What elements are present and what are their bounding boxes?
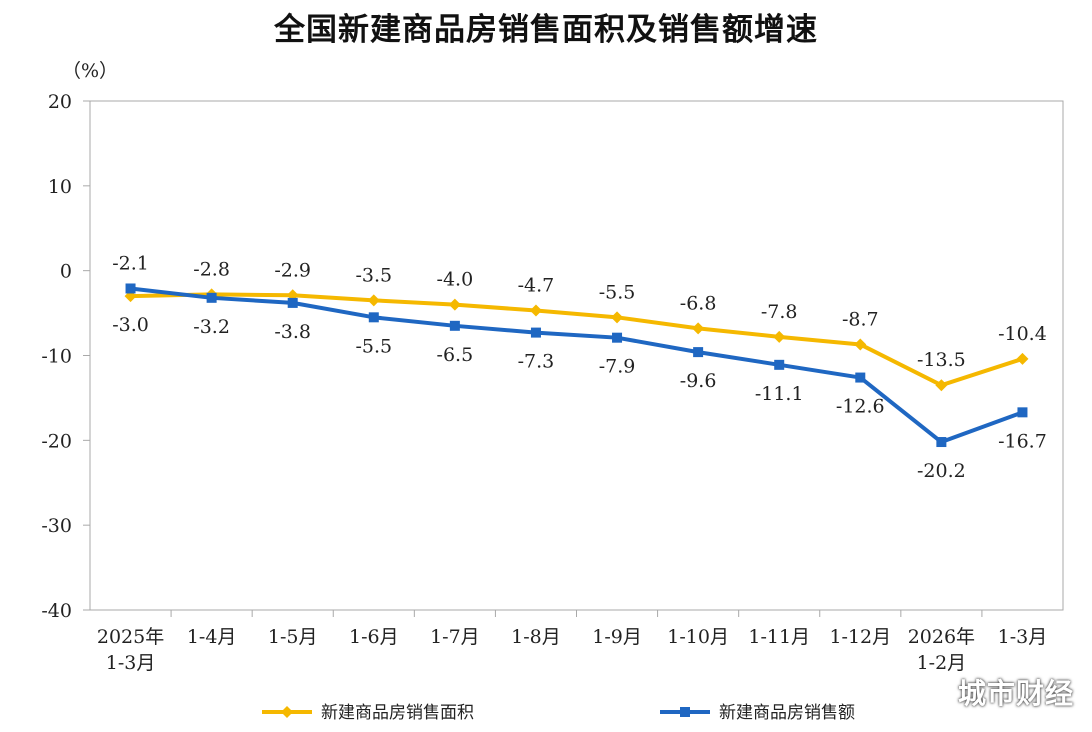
data-label: -11.1	[755, 383, 804, 405]
data-point	[612, 332, 623, 343]
data-label: -6.5	[437, 344, 474, 366]
data-label: -7.3	[518, 351, 555, 373]
data-point	[529, 304, 542, 317]
data-point	[773, 330, 786, 343]
data-label: -6.8	[680, 292, 717, 314]
watermark: 城市财经	[957, 677, 1074, 710]
data-label: -4.7	[518, 275, 555, 297]
x-tick-label: 2025年 1-3月	[97, 626, 164, 674]
x-tick-label: 1-6月	[349, 626, 399, 648]
data-label: -8.7	[842, 308, 879, 330]
series-sales-area	[124, 288, 1029, 392]
data-point	[611, 311, 624, 324]
legend-label: 新建商品房销售额	[719, 703, 855, 723]
data-label: -7.8	[761, 301, 798, 323]
y-tick-label: -30	[41, 515, 72, 537]
x-tick-label: 1-8月	[511, 626, 561, 648]
axes: （%） 20 10 0 -10 -20 -30 -40 2025年 1-3月 1-4月 1-5月 1-6…	[41, 60, 1064, 674]
x-tick-label: 1-7月	[430, 626, 480, 648]
x-tick-label: 1-12月	[829, 626, 891, 648]
data-point	[936, 437, 947, 448]
legend-item: 新建商品房销售面积	[262, 703, 474, 723]
data-label: -4.0	[437, 269, 474, 291]
x-tick-label: 2026年 1-2月	[908, 626, 975, 674]
x-tick-label: 1-10月	[667, 626, 729, 648]
y-tick-label: 20	[48, 91, 72, 113]
data-point	[125, 283, 136, 294]
data-label: -2.1	[112, 252, 149, 274]
legend-label: 新建商品房销售面积	[321, 703, 474, 723]
data-point	[693, 347, 704, 358]
data-label: -3.5	[355, 264, 392, 286]
data-point	[530, 327, 541, 338]
data-label: -3.2	[193, 316, 230, 338]
data-point	[774, 359, 785, 370]
y-tick-label: -20	[41, 430, 72, 452]
data-point	[449, 320, 460, 331]
data-label: -7.9	[599, 356, 636, 378]
series-sales-amount	[125, 283, 1028, 448]
legend-item: 新建商品房销售额	[660, 703, 855, 723]
legend-marker	[680, 707, 690, 717]
x-tick-label: 1-3月	[998, 626, 1048, 648]
data-label: -12.6	[836, 396, 885, 418]
chart-title: 全国新建商品房销售面积及销售额增速	[274, 12, 818, 48]
data-label: -2.8	[193, 258, 230, 280]
y-unit-label: （%）	[62, 60, 118, 82]
data-label: -20.2	[917, 460, 966, 482]
x-tick-label: 1-9月	[592, 626, 642, 648]
data-label: -16.7	[998, 430, 1047, 452]
data-label: -2.9	[274, 259, 311, 281]
x-tick-label: 1-5月	[268, 626, 318, 648]
data-label: -10.4	[998, 323, 1047, 345]
legend: 新建商品房销售面积 新建商品房销售额	[262, 703, 855, 723]
y-tick-label: 0	[60, 261, 72, 283]
y-tick-label: -10	[41, 346, 72, 368]
data-label: -3.8	[274, 321, 311, 343]
series-layer	[124, 283, 1029, 448]
legend-marker	[281, 706, 293, 718]
data-label: -5.5	[355, 335, 392, 357]
data-point	[287, 297, 298, 308]
data-point	[692, 322, 705, 335]
data-point	[1016, 352, 1029, 365]
x-tick-label: 1-11月	[748, 626, 810, 648]
data-labels: -3.0 -2.8 -2.9 -3.5 -4.0 -4.7 -5.5 -6.8 -7.8 -8.7…	[112, 252, 1047, 482]
data-point	[206, 292, 217, 303]
y-tick-label: 10	[48, 176, 72, 198]
data-point	[368, 312, 379, 323]
data-point	[854, 338, 867, 351]
data-point	[1017, 407, 1028, 418]
series-line	[130, 292, 1024, 388]
data-point	[935, 379, 948, 392]
data-label: -9.6	[680, 370, 717, 392]
series-line	[130, 286, 1024, 445]
x-tick-label: 1-4月	[187, 626, 237, 648]
data-label: -5.5	[599, 281, 636, 303]
data-point	[855, 372, 866, 383]
data-point	[448, 298, 461, 311]
data-point	[367, 294, 380, 307]
y-tick-label: -40	[41, 600, 72, 622]
data-label: -13.5	[917, 349, 966, 371]
data-label: -3.0	[112, 314, 149, 336]
